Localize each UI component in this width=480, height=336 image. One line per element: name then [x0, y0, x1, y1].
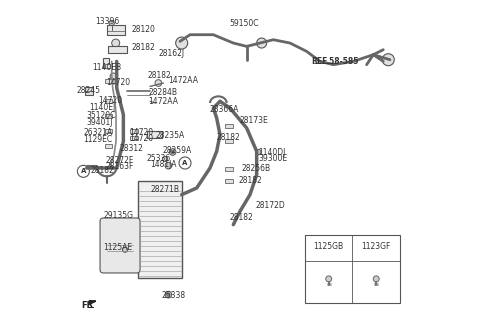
Circle shape	[326, 276, 332, 282]
Text: 28120: 28120	[132, 25, 156, 34]
Bar	[108, 46, 127, 53]
Text: 29135G: 29135G	[103, 211, 133, 220]
Text: 28162J: 28162J	[158, 49, 184, 58]
Circle shape	[179, 157, 191, 169]
Text: 1129EC: 1129EC	[84, 135, 112, 144]
Text: 28182: 28182	[132, 43, 156, 52]
Text: 1140DJ: 1140DJ	[258, 148, 286, 157]
Bar	[225, 167, 233, 171]
Circle shape	[167, 293, 170, 296]
Circle shape	[155, 80, 162, 86]
Bar	[130, 136, 138, 140]
Bar	[105, 144, 112, 148]
Text: 28366A: 28366A	[209, 105, 239, 114]
Bar	[105, 99, 112, 103]
Text: 28182: 28182	[90, 166, 114, 175]
Text: 1125AE: 1125AE	[103, 243, 132, 252]
Circle shape	[165, 162, 172, 169]
Text: 25338: 25338	[162, 291, 186, 300]
Text: 35120C: 35120C	[87, 111, 116, 120]
Circle shape	[122, 247, 128, 252]
Bar	[103, 58, 109, 68]
Text: 1472AA: 1472AA	[168, 76, 198, 85]
Bar	[105, 129, 112, 133]
Text: 28163F: 28163F	[105, 162, 133, 170]
Text: 1123GF: 1123GF	[361, 242, 391, 251]
Text: 28284B: 28284B	[148, 88, 178, 97]
Text: A: A	[81, 168, 86, 174]
Text: 28182: 28182	[216, 133, 240, 142]
Circle shape	[112, 39, 120, 47]
Bar	[225, 124, 233, 128]
Text: 1481JA: 1481JA	[151, 160, 177, 169]
Text: 14720: 14720	[106, 78, 130, 87]
Text: 14720: 14720	[98, 96, 122, 105]
FancyBboxPatch shape	[100, 218, 140, 273]
Bar	[305, 235, 400, 303]
Circle shape	[162, 156, 168, 162]
Text: 1125GB: 1125GB	[313, 242, 344, 251]
Circle shape	[373, 276, 379, 282]
Bar	[130, 129, 138, 133]
Text: 28271B: 28271B	[151, 185, 180, 194]
Bar	[225, 139, 233, 143]
Text: 39300E: 39300E	[258, 154, 288, 163]
Bar	[85, 87, 94, 95]
Circle shape	[257, 38, 267, 48]
Text: 59150C: 59150C	[229, 18, 259, 28]
Text: 28235A: 28235A	[155, 131, 184, 140]
Bar	[105, 79, 112, 83]
Circle shape	[109, 20, 114, 26]
Text: 26321A: 26321A	[84, 128, 113, 136]
Text: 25336: 25336	[147, 154, 171, 163]
Polygon shape	[89, 301, 96, 304]
Circle shape	[256, 149, 261, 155]
Text: 14720: 14720	[130, 128, 154, 136]
Text: 1140EJ: 1140EJ	[89, 103, 116, 112]
Circle shape	[171, 150, 174, 154]
Text: FR: FR	[82, 301, 94, 310]
Circle shape	[77, 165, 89, 177]
Circle shape	[165, 291, 172, 298]
Circle shape	[169, 149, 176, 155]
Text: 1140EB: 1140EB	[92, 62, 121, 72]
Bar	[107, 26, 125, 35]
Text: 28256B: 28256B	[241, 164, 271, 173]
Text: 1472AA: 1472AA	[148, 97, 179, 106]
Text: 28245: 28245	[77, 86, 101, 95]
Bar	[225, 179, 233, 183]
Circle shape	[382, 54, 394, 66]
Text: 28312: 28312	[120, 144, 143, 153]
Text: 28173E: 28173E	[240, 116, 269, 125]
Text: 14720: 14720	[130, 134, 154, 143]
Text: 13396: 13396	[95, 17, 120, 26]
Circle shape	[110, 73, 117, 80]
Bar	[105, 114, 112, 118]
Text: 39401J: 39401J	[87, 118, 113, 127]
Text: 28182: 28182	[147, 71, 171, 80]
Text: 28182: 28182	[229, 213, 253, 222]
Text: 28272F: 28272F	[105, 156, 133, 165]
Bar	[105, 64, 112, 68]
Text: 28259A: 28259A	[163, 146, 192, 155]
Text: A: A	[182, 160, 188, 166]
Circle shape	[176, 37, 188, 49]
Bar	[147, 131, 162, 138]
Text: 28172D: 28172D	[256, 201, 286, 210]
Text: 28182: 28182	[239, 176, 262, 185]
Text: REF.58-585: REF.58-585	[312, 57, 359, 66]
Bar	[138, 181, 182, 278]
